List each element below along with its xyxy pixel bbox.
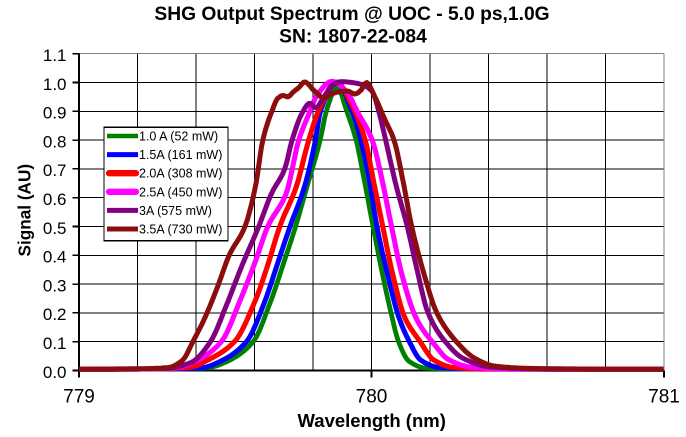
svg-text:0.5: 0.5 bbox=[43, 219, 67, 238]
svg-text:3.5A (730 mW): 3.5A (730 mW) bbox=[139, 223, 222, 237]
svg-text:1.1: 1.1 bbox=[43, 46, 67, 65]
svg-text:SHG Output Spectrum @ UOC - 5.: SHG Output Spectrum @ UOC - 5.0 ps,1.0G bbox=[154, 4, 549, 25]
svg-text:0.8: 0.8 bbox=[43, 132, 67, 151]
svg-text:Wavelength (nm): Wavelength (nm) bbox=[298, 410, 446, 431]
svg-text:0.1: 0.1 bbox=[43, 334, 67, 353]
svg-text:0.4: 0.4 bbox=[43, 248, 67, 267]
svg-text:0.7: 0.7 bbox=[43, 161, 67, 180]
svg-text:3A (575 mW): 3A (575 mW) bbox=[139, 204, 212, 218]
svg-text:0.9: 0.9 bbox=[43, 104, 67, 123]
svg-text:Signal (AU): Signal (AU) bbox=[15, 164, 35, 257]
svg-text:0.2: 0.2 bbox=[43, 305, 67, 324]
svg-text:2.0A (308 mW): 2.0A (308 mW) bbox=[139, 167, 222, 181]
svg-text:0.6: 0.6 bbox=[43, 190, 67, 209]
svg-text:1.5A (161 mW): 1.5A (161 mW) bbox=[139, 148, 222, 162]
svg-text:781: 781 bbox=[648, 387, 680, 408]
svg-text:780: 780 bbox=[356, 387, 388, 408]
svg-text:2.5A (450 mW): 2.5A (450 mW) bbox=[139, 185, 222, 199]
svg-text:779: 779 bbox=[63, 387, 95, 408]
svg-text:0.3: 0.3 bbox=[43, 276, 67, 295]
svg-text:SN: 1807-22-084: SN: 1807-22-084 bbox=[279, 27, 427, 48]
svg-text:0.0: 0.0 bbox=[43, 363, 67, 382]
svg-text:1.0 A (52 mW): 1.0 A (52 mW) bbox=[139, 130, 218, 144]
svg-text:1.0: 1.0 bbox=[43, 75, 67, 94]
